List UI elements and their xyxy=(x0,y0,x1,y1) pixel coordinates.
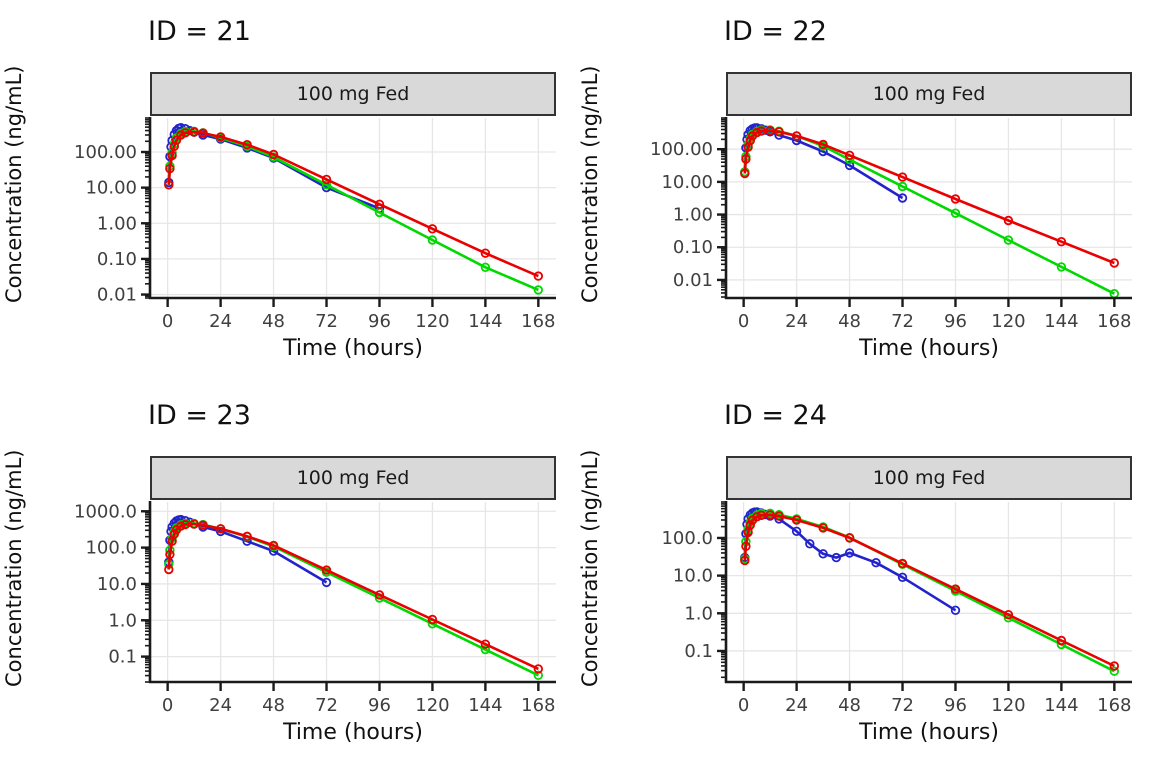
panel-id-21: ID = 21 Concentration (ng/mL) 100 mg Fed… xyxy=(0,0,576,384)
x-axis-title: Time (hours) xyxy=(859,336,999,361)
svg-text:72: 72 xyxy=(315,311,338,332)
svg-text:48: 48 xyxy=(262,311,285,332)
svg-text:100.00: 100.00 xyxy=(74,142,137,163)
panel-title: ID = 23 xyxy=(148,400,251,431)
panel-id-24: ID = 24 Concentration (ng/mL) 100 mg Fed… xyxy=(576,384,1152,768)
svg-text:120: 120 xyxy=(415,695,449,716)
svg-text:0.01: 0.01 xyxy=(97,285,137,306)
svg-text:100.0: 100.0 xyxy=(661,528,713,549)
svg-text:96: 96 xyxy=(944,695,967,716)
svg-text:168: 168 xyxy=(1097,695,1131,716)
svg-text:100.00: 100.00 xyxy=(650,139,713,160)
svg-text:72: 72 xyxy=(891,695,914,716)
panel-id-23: ID = 23 Concentration (ng/mL) 100 mg Fed… xyxy=(0,384,576,768)
facet-strip-label: 100 mg Fed xyxy=(726,72,1132,116)
svg-text:10.00: 10.00 xyxy=(85,178,137,199)
facet-strip-label: 100 mg Fed xyxy=(150,456,556,500)
svg-text:10.0: 10.0 xyxy=(673,566,713,587)
x-axis-title: Time (hours) xyxy=(283,336,423,361)
svg-text:24: 24 xyxy=(785,695,808,716)
plot-area-24: 100.0 10.0 1.0 0.1 0 24 48 72 96 120 144 168 xyxy=(661,501,1132,716)
svg-text:24: 24 xyxy=(209,311,232,332)
panel-title: ID = 24 xyxy=(724,400,827,431)
svg-text:120: 120 xyxy=(415,311,449,332)
svg-text:100.0: 100.0 xyxy=(85,538,137,559)
svg-text:168: 168 xyxy=(1097,311,1131,332)
svg-text:0: 0 xyxy=(738,311,749,332)
svg-text:168: 168 xyxy=(521,695,555,716)
plot-area-21: 100.00 10.00 1.00 0.10 0.01 0 24 48 72 96 120 144 16… xyxy=(74,117,556,332)
svg-text:120: 120 xyxy=(991,311,1025,332)
svg-text:72: 72 xyxy=(891,311,914,332)
svg-text:0.1: 0.1 xyxy=(108,647,137,668)
plot-area-23: 1000.0 100.0 10.0 1.0 0.1 0 24 48 72 96 120 144 168 xyxy=(74,501,556,716)
svg-text:72: 72 xyxy=(315,695,338,716)
svg-text:0: 0 xyxy=(738,695,749,716)
facet-strip-label: 100 mg Fed xyxy=(726,456,1132,500)
svg-text:144: 144 xyxy=(468,695,502,716)
svg-text:144: 144 xyxy=(1044,311,1078,332)
svg-text:48: 48 xyxy=(838,311,861,332)
panel-title: ID = 21 xyxy=(148,16,251,47)
x-axis-title: Time (hours) xyxy=(859,720,999,745)
svg-text:1000.0: 1000.0 xyxy=(74,501,137,522)
svg-text:144: 144 xyxy=(1044,695,1078,716)
svg-text:1.00: 1.00 xyxy=(97,213,137,234)
svg-text:0.10: 0.10 xyxy=(673,237,713,258)
svg-text:1.0: 1.0 xyxy=(684,603,713,624)
svg-text:96: 96 xyxy=(368,695,391,716)
plot-area-22: 100.00 10.00 1.00 0.10 0.01 0 24 48 72 96 120 144 16… xyxy=(650,117,1132,332)
x-axis-title: Time (hours) xyxy=(283,720,423,745)
svg-text:24: 24 xyxy=(785,311,808,332)
svg-text:0.01: 0.01 xyxy=(673,270,713,291)
svg-text:96: 96 xyxy=(368,311,391,332)
svg-text:10.0: 10.0 xyxy=(97,574,137,595)
svg-text:10.00: 10.00 xyxy=(661,172,713,193)
facet-strip-label: 100 mg Fed xyxy=(150,72,556,116)
svg-text:0.10: 0.10 xyxy=(97,249,137,270)
svg-text:0: 0 xyxy=(162,311,173,332)
svg-text:120: 120 xyxy=(991,695,1025,716)
svg-text:48: 48 xyxy=(838,695,861,716)
panel-title: ID = 22 xyxy=(724,16,827,47)
svg-text:1.00: 1.00 xyxy=(673,205,713,226)
svg-text:0: 0 xyxy=(162,695,173,716)
svg-text:1.0: 1.0 xyxy=(108,610,137,631)
svg-text:96: 96 xyxy=(944,311,967,332)
svg-text:24: 24 xyxy=(209,695,232,716)
svg-text:168: 168 xyxy=(521,311,555,332)
panel-id-22: ID = 22 Concentration (ng/mL) 100 mg Fed… xyxy=(576,0,1152,384)
svg-text:48: 48 xyxy=(262,695,285,716)
svg-text:0.1: 0.1 xyxy=(684,641,713,662)
svg-text:144: 144 xyxy=(468,311,502,332)
